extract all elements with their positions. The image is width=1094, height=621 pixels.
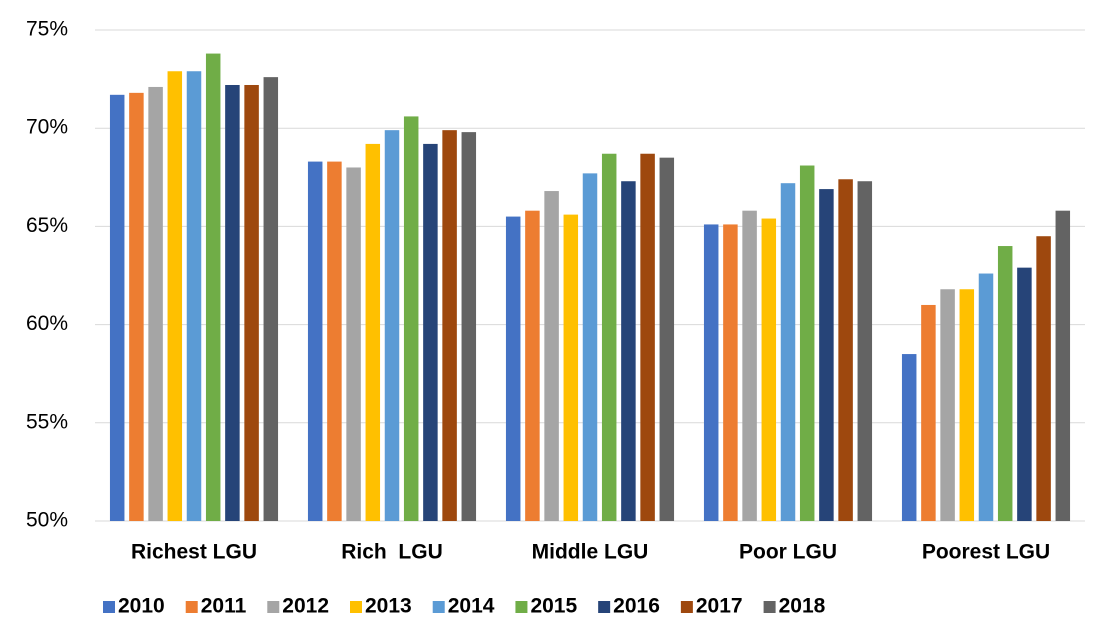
legend-label: 2012 (282, 595, 329, 618)
bar (109, 94, 125, 521)
legend-label: 2010 (118, 595, 165, 618)
y-tick-label: 70% (26, 116, 68, 139)
legend-swatch (763, 601, 776, 613)
bar (997, 246, 1013, 522)
bar (640, 153, 655, 521)
legend-swatch (185, 601, 198, 613)
x-tick-label: Middle LGU (532, 541, 649, 564)
bar (659, 157, 675, 521)
legend-label: 2011 (201, 595, 247, 618)
bar (959, 289, 975, 521)
legend-label: 2018 (779, 595, 826, 618)
legend-swatch (598, 601, 611, 613)
legend-swatch (103, 601, 115, 613)
bar (1055, 210, 1071, 522)
y-tick-label: 75% (26, 18, 68, 41)
bar (244, 84, 259, 521)
bar (346, 167, 361, 522)
bar (1017, 267, 1032, 521)
bar (205, 53, 221, 522)
bar (857, 181, 873, 521)
bar (461, 132, 477, 522)
bar (327, 161, 342, 521)
legend-label: 2016 (613, 595, 660, 618)
legend-swatch (350, 601, 362, 613)
bar (838, 179, 853, 522)
bar (129, 92, 144, 522)
bar (167, 71, 183, 521)
bar (780, 183, 796, 521)
bar (442, 130, 457, 521)
bar (582, 173, 598, 521)
bar (601, 153, 617, 521)
x-tick-label: Poor LGU (739, 541, 837, 564)
y-tick-label: 55% (26, 410, 68, 433)
bar (505, 216, 521, 521)
legend-swatch (680, 601, 693, 613)
bar (263, 77, 279, 522)
legend-swatch (432, 601, 445, 613)
y-tick-label: 65% (26, 214, 68, 237)
bar (403, 116, 419, 521)
bar (940, 289, 955, 521)
bar (921, 304, 936, 521)
bar (703, 224, 719, 521)
bar (307, 161, 323, 521)
y-tick-label: 60% (26, 312, 68, 335)
y-tick-label: 50% (26, 509, 68, 532)
bar (384, 130, 400, 521)
bar (819, 189, 834, 522)
legend-label: 2013 (365, 595, 412, 618)
bar (761, 218, 777, 521)
bar (148, 86, 163, 522)
bar (186, 71, 202, 521)
bar (525, 210, 540, 522)
bar (621, 181, 636, 521)
bar (742, 210, 757, 522)
bar (723, 224, 738, 521)
x-tick-label: Richest LGU (131, 541, 257, 564)
bar (563, 214, 579, 521)
bar (978, 273, 994, 521)
legend-label: 2014 (448, 595, 495, 618)
bar (225, 84, 240, 521)
legend-swatch (515, 601, 528, 613)
legend-label: 2017 (696, 595, 743, 618)
bar (365, 143, 381, 522)
legend-label: 2015 (530, 595, 577, 618)
x-tick-label: Poorest LGU (922, 541, 1050, 564)
bar (901, 354, 917, 521)
bar (1036, 236, 1051, 521)
x-tick-label: Rich LGU (341, 541, 443, 564)
bar (799, 165, 815, 522)
bar (423, 143, 438, 522)
bar (544, 191, 559, 521)
legend-swatch (267, 601, 280, 613)
